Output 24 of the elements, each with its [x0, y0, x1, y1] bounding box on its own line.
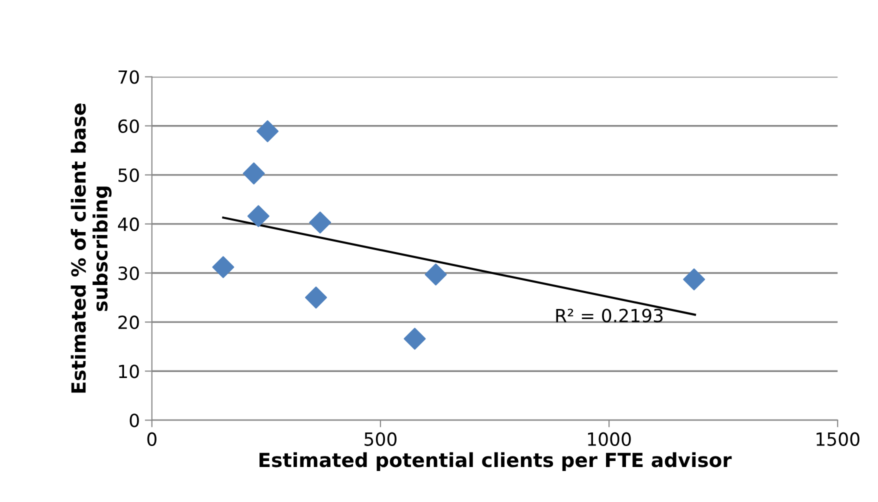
- point: [247, 205, 270, 228]
- point: [424, 263, 447, 286]
- point: [256, 120, 279, 142]
- y-tick-label: 60: [118, 119, 139, 133]
- y-tick-label: 40: [118, 217, 139, 232]
- point: [309, 211, 332, 234]
- x-tick-label: 500: [364, 432, 396, 446]
- y-tick-label: 10: [119, 364, 139, 378]
- x-tick-label: 1000: [588, 432, 631, 446]
- y-tick-label: 70: [118, 70, 139, 84]
- y-axis-title: Estimated % of client base subscribing: [70, 103, 112, 393]
- x-tick-label: 0: [147, 432, 156, 446]
- y-tick-label: 50: [118, 168, 139, 182]
- point: [242, 162, 265, 184]
- point: [305, 286, 328, 309]
- y-tick-label: 20: [118, 316, 139, 330]
- x-axis-title: Estimated potential clients per FTE advisor: [260, 452, 732, 472]
- point: [683, 268, 706, 290]
- point: [404, 328, 426, 350]
- annotation: R² = 0.2193: [556, 308, 663, 322]
- y-tick-label: 30: [118, 266, 139, 280]
- x-tick-label: 1500: [816, 432, 860, 446]
- y-tick-label: 0: [130, 414, 139, 428]
- point: [212, 256, 234, 278]
